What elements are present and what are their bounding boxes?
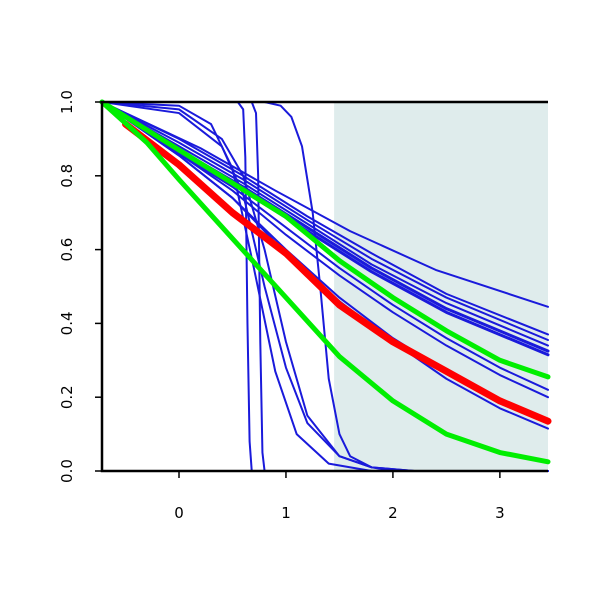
blue-series-line-7 [101,101,549,391]
y-tick-label: 0.6 [58,238,76,262]
blue-series-line-3 [101,101,549,341]
y-tick-label: 0.2 [58,385,76,409]
green-series-line-19 [99,99,551,465]
red-series-line-17 [122,120,552,425]
blue-series-line-13 [101,101,549,472]
x-tick-label: 2 [388,504,398,522]
blue-series-line-8 [101,101,549,399]
axes-layer: 0 1 2 3 0.0 0.2 0.4 0.6 0.8 1.0 [58,90,505,522]
green-series-line-18 [99,99,551,380]
x-tick-label: 1 [281,504,291,522]
plot-frame [100,100,548,473]
x-tick-label: 0 [174,504,184,522]
blue-series-line-15 [101,101,549,472]
blue-series-line-12 [101,101,549,472]
y-tick-label: 0.8 [58,164,76,188]
y-tick-label: 0.4 [58,311,76,335]
series-layer [99,99,552,472]
x-tick-label: 3 [495,504,505,522]
y-tick-label: 0.0 [58,459,76,483]
blue-series-line-2 [101,101,549,336]
y-tick-label: 1.0 [58,90,76,114]
blue-series-line-4 [101,101,549,347]
